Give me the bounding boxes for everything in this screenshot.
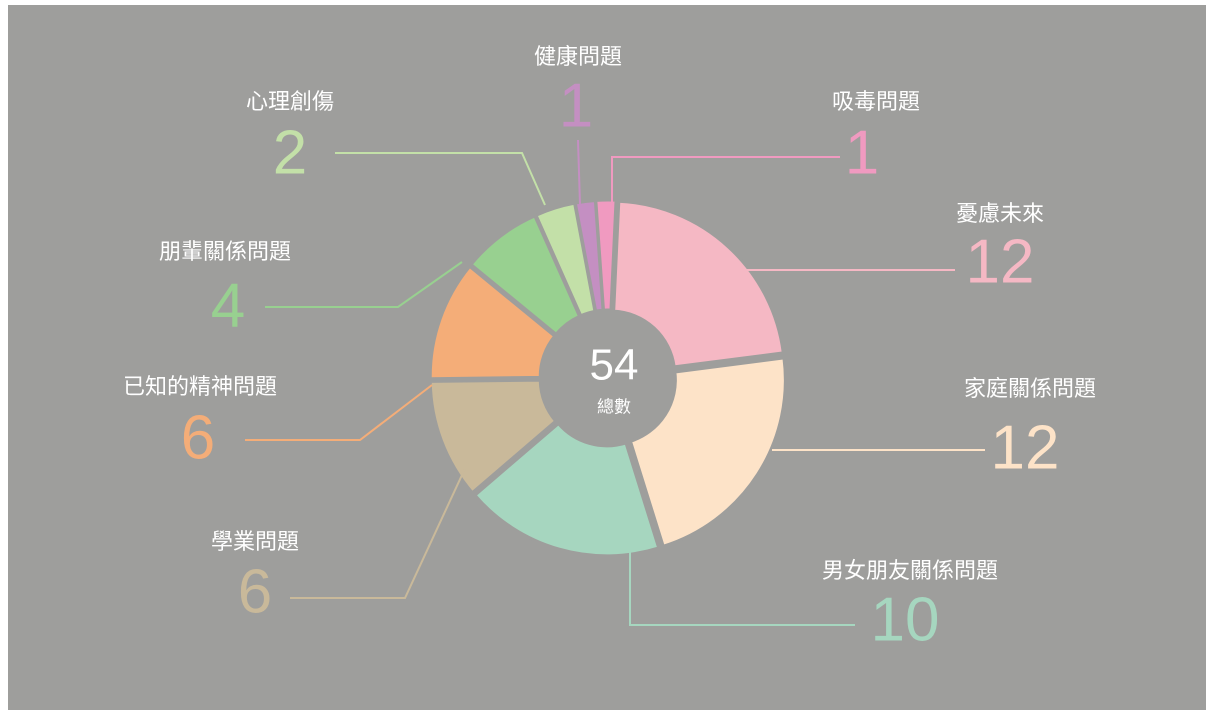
- value-label: 6: [238, 557, 272, 626]
- leader-line: [245, 384, 433, 441]
- value-label: 12: [991, 413, 1060, 482]
- category-label: 男女朋友關係問題: [822, 558, 998, 583]
- leader-line: [290, 461, 469, 599]
- category-label: 憂慮未來: [956, 201, 1044, 226]
- total-label: 總數: [597, 397, 631, 416]
- slice: [472, 421, 661, 558]
- background: [8, 5, 1206, 710]
- donut: [428, 198, 787, 558]
- leader-line: [611, 156, 840, 210]
- leader-line: [265, 261, 463, 308]
- leader-line: [335, 152, 546, 206]
- slice: [428, 264, 557, 381]
- category-label: 學業問題: [211, 529, 299, 554]
- value-label: 12: [966, 227, 1035, 296]
- slice: [612, 199, 785, 369]
- category-label: 吸毒問題: [832, 89, 920, 114]
- category-label: 心理創傷: [246, 89, 334, 114]
- labels: 吸毒問題1憂慮未來12家庭關係問題12男女朋友關係問題10學業問題6已知的精神問…: [123, 44, 1096, 655]
- category-label: 已知的精神問題: [123, 374, 277, 399]
- value-label: 10: [871, 585, 940, 654]
- value-label: 2: [273, 118, 307, 187]
- slice: [573, 198, 605, 313]
- slice: [628, 356, 787, 549]
- value-label: 1: [559, 71, 593, 140]
- leader-line: [577, 139, 581, 206]
- leader-line: [629, 540, 855, 626]
- total: 54: [590, 341, 639, 390]
- category-label: 家庭關係問題: [964, 376, 1096, 401]
- value-label: 1: [845, 118, 879, 187]
- category-label: 健康問題: [534, 44, 622, 69]
- value-label: 6: [181, 403, 215, 472]
- value-label: 4: [211, 271, 245, 340]
- category-label: 朋輩關係問題: [159, 239, 291, 264]
